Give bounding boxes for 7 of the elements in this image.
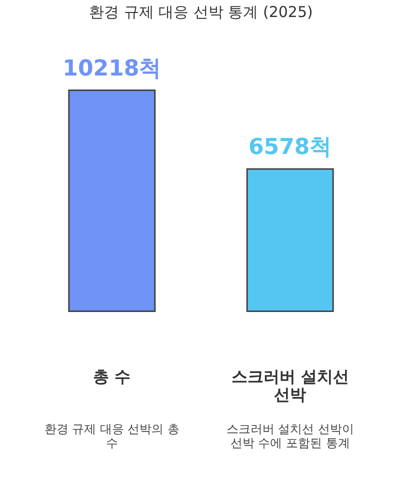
data-label: 10218척 xyxy=(62,56,162,82)
text: 스크러버 설치선 선박이 선박 수에 포함된 통계 xyxy=(226,422,354,450)
data-label: 6578척 xyxy=(248,135,332,160)
x-tick-label: 스크러버 설치선 선박 xyxy=(231,367,349,404)
text: 환경 규제 대응 선박의 총 수 xyxy=(44,422,180,450)
chart-title: 환경 규제 대응 선박 통계 (2025) xyxy=(89,3,313,21)
x-tick-label: 총 수 xyxy=(93,367,131,386)
